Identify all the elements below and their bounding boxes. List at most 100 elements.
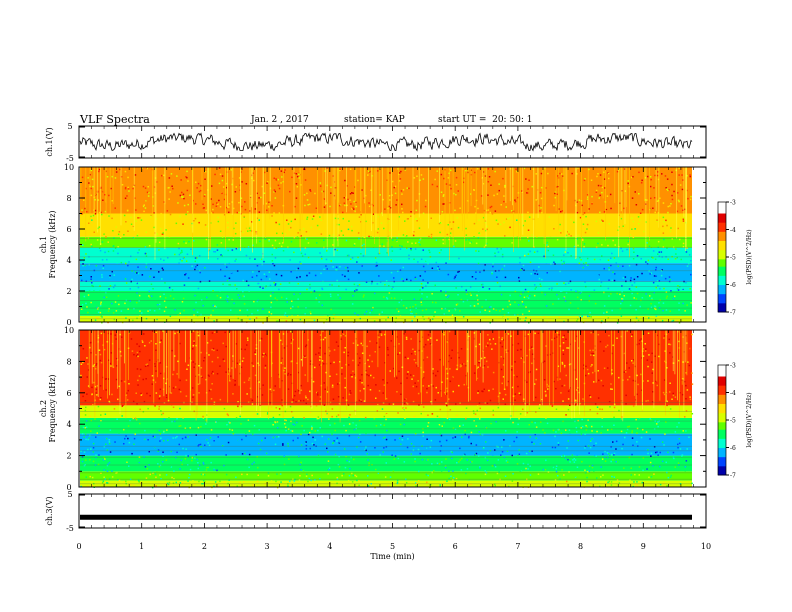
spectrogram-pixel (502, 308, 504, 310)
spectrogram-pixel (596, 351, 598, 353)
spectrogram-pixel (120, 261, 123, 264)
spectrogram-pixel (344, 291, 346, 293)
spectrogram-pixel (357, 314, 359, 316)
spectrogram-pixel (165, 195, 167, 197)
spectrogram-pixel (208, 389, 211, 392)
spectrogram-pixel (661, 441, 664, 443)
spectrogram-pixel (135, 392, 137, 394)
spectrogram-pixel (158, 408, 160, 410)
spectrogram-pixel (479, 311, 481, 313)
spectrogram-pixel (656, 409, 658, 412)
spectrogram-pixel (128, 296, 130, 298)
spectrogram-pixel (379, 454, 381, 456)
spectrogram-pixel (183, 309, 185, 312)
spectrogram-pixel (211, 212, 213, 214)
spectrogram-pixel (341, 274, 344, 276)
spectrogram-pixel (275, 480, 277, 483)
spectrogram-pixel (111, 441, 114, 444)
spectrogram-pixel (675, 248, 677, 250)
spectrogram-pixel (144, 187, 147, 189)
spectrogram-pixel (106, 449, 109, 451)
spectrogram-pixel (338, 442, 341, 444)
spectrogram-pixel (89, 346, 91, 349)
spectrogram-pixel (524, 288, 527, 291)
spectrogram-pixel (436, 462, 439, 465)
spectrogram-pixel (676, 210, 679, 213)
spectrogram-pixel (348, 460, 351, 463)
spectrogram-pixel (393, 186, 395, 189)
spectrogram-pixel (213, 485, 215, 488)
spectrogram-pixel (478, 402, 481, 404)
spectrogram-pixel (128, 210, 131, 212)
spectrogram-pixel (159, 433, 162, 435)
spectrogram-pixel (615, 461, 617, 463)
spectrogram-pixel (422, 315, 424, 318)
spectrogram-pixel (430, 343, 433, 346)
spectrogram-pixel (578, 347, 580, 349)
spectrogram-pixel (560, 290, 562, 293)
spectrogram-pixel (478, 271, 480, 274)
spectrogram-pixel (628, 425, 631, 428)
spectrogram-pixel (108, 215, 110, 217)
spectrogram-pixel (668, 276, 671, 278)
spectrogram-pixel (164, 483, 167, 486)
spectrogram-pixel (139, 217, 141, 219)
spectrogram-pixel (308, 316, 311, 319)
spectrogram-pixel (430, 483, 432, 486)
spectrogram-pixel (216, 373, 219, 375)
spectrogram-pixel (649, 273, 651, 275)
spectrogram-pixel (218, 361, 220, 363)
y-tick-label: -5 (66, 154, 74, 163)
spectrogram-pixel (234, 235, 236, 238)
spectrogram-pixel (141, 274, 144, 276)
spectrogram-pixel (319, 185, 322, 187)
spectrogram-pixel (425, 308, 428, 311)
spectrogram-pixel (399, 178, 402, 180)
spectrogram-pixel (128, 465, 130, 467)
spectrogram-pixel (414, 304, 417, 306)
spectrogram-pixel (652, 207, 654, 209)
spectrogram-pixel (93, 381, 95, 384)
spectrogram-pixel (532, 168, 534, 170)
spectrogram-pixel (607, 223, 610, 226)
spectrogram-pixel (634, 381, 636, 384)
spectrogram-pixel (222, 342, 224, 345)
spectrogram-pixel (601, 320, 603, 322)
spectrogram-pixel (206, 296, 208, 299)
spectrogram-pixel (267, 211, 270, 214)
spectrogram-pixel (386, 369, 388, 371)
spectrogram-pixel (648, 476, 650, 479)
spectrogram-pixel (91, 386, 93, 389)
spectrogram-pixel (257, 300, 260, 303)
spectrogram-pixel (652, 397, 654, 400)
spectrogram-pixel (411, 319, 413, 322)
spectrogram-pixel (667, 184, 669, 186)
spectrogram-pixel (359, 199, 361, 201)
spectrogram-pixel (336, 482, 338, 485)
spectrogram-pixel (666, 373, 668, 375)
spectrogram-pixel (664, 167, 667, 170)
spectrogram-pixel (94, 319, 97, 321)
colorbar-tick-label: -5 (730, 255, 736, 262)
spectrogram-pixel (153, 276, 155, 278)
spectrogram-pixel (381, 408, 384, 410)
spectrogram-pixel (452, 376, 454, 378)
spectrogram-pixel (248, 290, 250, 292)
spectrogram-pixel (92, 447, 95, 449)
spectrogram-pixel (662, 202, 665, 204)
spectrogram-pixel (95, 436, 97, 438)
spectrogram-pixel (269, 295, 272, 297)
spectrogram-pixel (485, 441, 487, 443)
spectrogram-pixel (102, 267, 104, 269)
spectrogram-pixel (234, 380, 236, 382)
spectrogram-pixel (514, 301, 516, 303)
spectrogram-pixel (220, 242, 223, 244)
spectrogram-pixel (293, 418, 295, 421)
spectrogram-pixel (145, 200, 147, 202)
spectrogram-pixel (99, 359, 102, 362)
spectrogram-pixel (410, 211, 412, 213)
spectrogram-pixel (388, 205, 390, 208)
spectrogram-pixel (581, 315, 583, 318)
spectrogram-pixel (397, 168, 399, 170)
spectrogram-pixel (396, 267, 399, 269)
